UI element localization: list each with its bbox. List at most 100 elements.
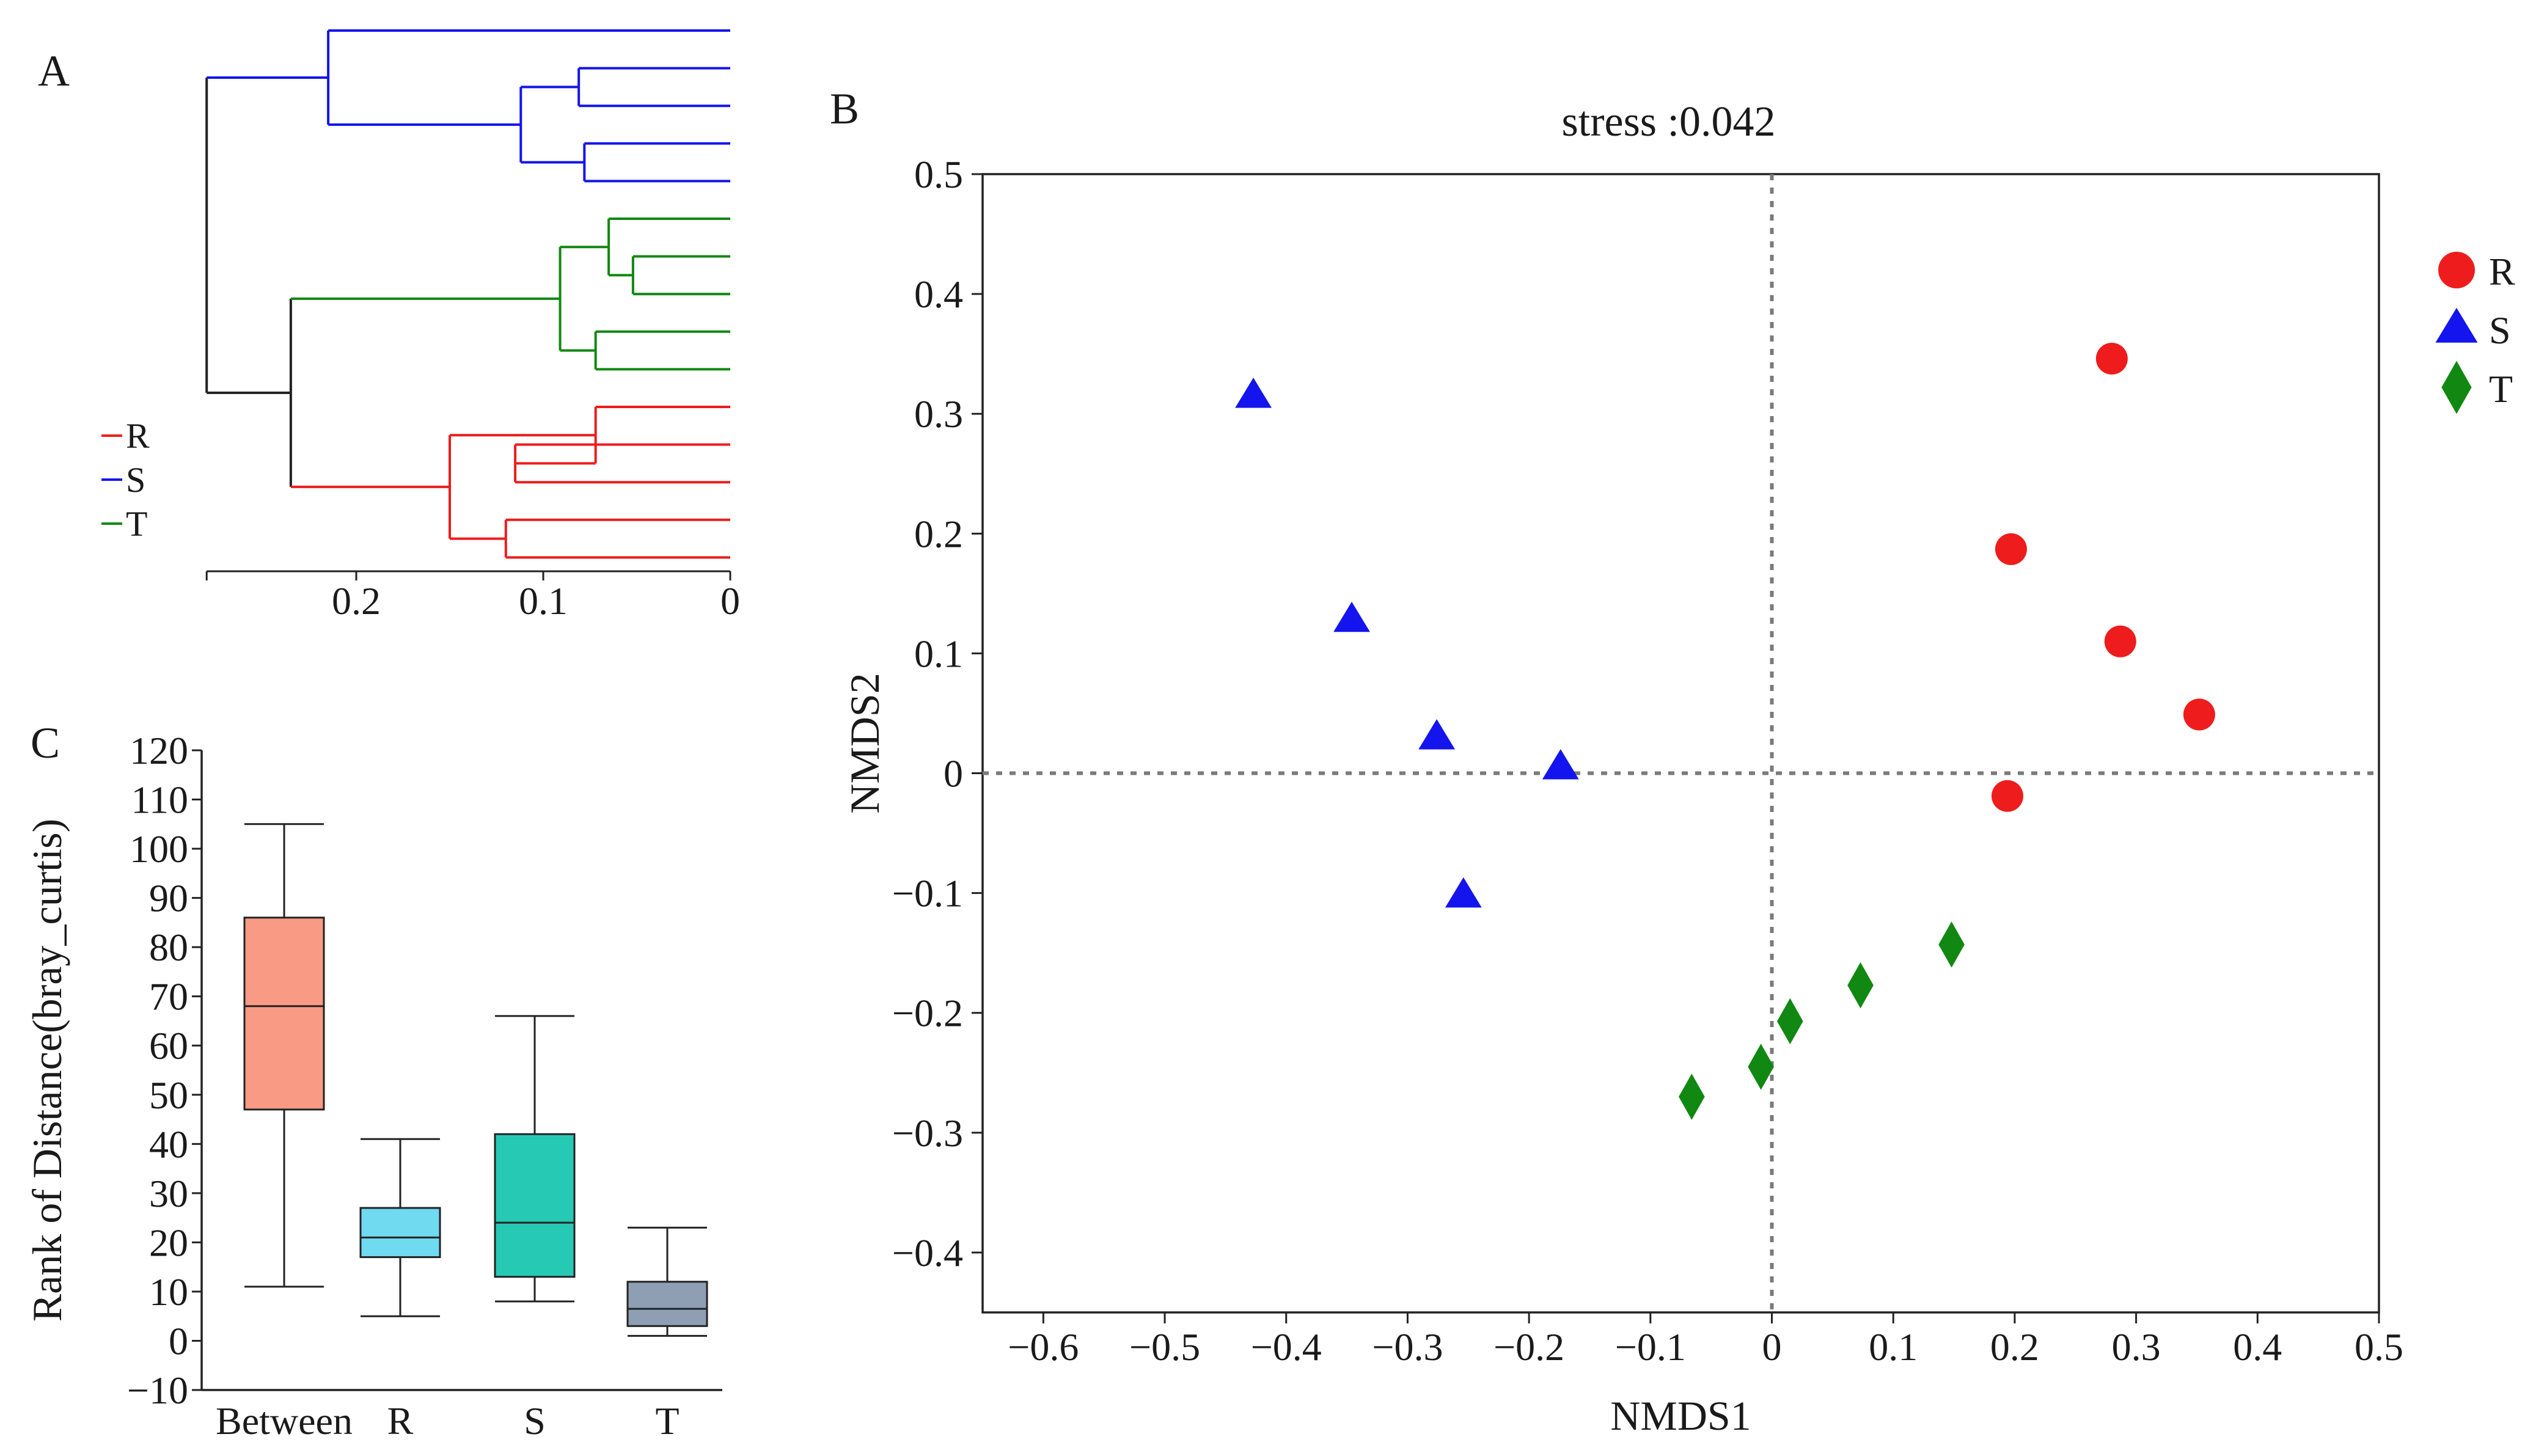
nmds-point-r (2104, 625, 2136, 657)
nmds-point-t (1679, 1074, 1705, 1120)
nmds-point-r (2095, 343, 2128, 375)
nmds-point-t (1938, 921, 1965, 968)
nmds-x-tick-label: −0.6 (1008, 1325, 1079, 1369)
nmds-point-s (1445, 877, 1482, 908)
nmds-x-tick-label: 0 (1762, 1325, 1782, 1369)
boxplot-y-tick-label: 90 (149, 877, 188, 920)
nmds-point-s (1542, 749, 1579, 780)
nmds-legend-marker-t (2441, 360, 2472, 414)
boxplot-iqr-box (243, 916, 325, 1111)
panel-label-b: B (830, 84, 859, 133)
nmds-x-tick-label: 0.4 (2233, 1325, 2282, 1369)
nmds-y-tick-label: 0.1 (914, 632, 963, 675)
dendrogram-cluster-r (449, 406, 731, 559)
nmds-x-tick-label: −0.2 (1493, 1325, 1564, 1369)
dendrogram-tick-label: 0.2 (332, 579, 381, 623)
nmds-point-r (2183, 698, 2215, 731)
nmds-point-r (1995, 533, 2027, 565)
nmds-series-t (1679, 921, 1965, 1120)
boxplot-y-tick-label: 120 (130, 729, 188, 772)
boxplot-y-tick-label: 70 (149, 975, 188, 1019)
nmds-y-tick-label: −0.3 (892, 1111, 963, 1155)
boxplot-iqr-box (359, 1207, 441, 1259)
boxplot-y-axis-title: Rank of Distance(bray_curtis) (24, 819, 70, 1322)
nmds-legend-marker-r (2438, 252, 2475, 288)
dendrogram-tick-label: 0 (720, 579, 740, 623)
nmds-x-axis-title: NMDS1 (1610, 1392, 1751, 1439)
nmds-series-s (1235, 378, 1579, 908)
nmds-x-tick-label: −0.3 (1372, 1325, 1443, 1369)
static-layer (192, 173, 2380, 1391)
dendrogram-cluster-s (327, 29, 731, 183)
nmds-y-tick-label: 0.5 (914, 153, 963, 196)
boxplot-box-s (494, 1015, 576, 1303)
dendrogram-legend-label-s: S (126, 460, 145, 500)
boxplot-iqr-box (626, 1281, 708, 1327)
nmds-x-tick-label: 0.3 (2112, 1325, 2161, 1369)
nmds-legend-label-r: R (2489, 250, 2515, 293)
boxplot-x-tick-label: T (655, 1399, 679, 1443)
boxplot-x-tick-label: Between (216, 1399, 353, 1443)
boxplot-y-tick-label: −10 (127, 1369, 188, 1412)
nmds-y-tick-label: 0.4 (914, 273, 963, 316)
boxplot-y-tick-label: 60 (149, 1024, 188, 1067)
boxplot-iqr-box (494, 1133, 576, 1278)
dendrogram-legend-label-t: T (126, 504, 147, 544)
nmds-x-tick-label: 0.2 (1990, 1325, 2039, 1369)
nmds-point-t (1748, 1044, 1774, 1090)
boxplot-y-tick-label: 80 (149, 926, 188, 969)
nmds-y-tick-label: 0 (944, 752, 963, 796)
dendrogram-cluster-t (559, 218, 731, 371)
nmds-plot-frame (972, 173, 2380, 1323)
nmds-point-t (1777, 998, 1803, 1045)
nmds-y-tick-label: −0.2 (892, 992, 963, 1035)
nmds-stress-title: stress :0.042 (1562, 98, 1776, 145)
nmds-legend-marker-s (2435, 307, 2478, 343)
nmds-point-r (1991, 780, 2023, 812)
dendrogram-tick-label: 0.1 (519, 579, 568, 623)
boxplot-y-tick-label: 10 (149, 1270, 188, 1314)
boxplot-y-tick-label: 20 (149, 1221, 188, 1264)
boxplot-y-tick-label: 110 (131, 778, 188, 822)
boxplot-y-tick-label: 50 (149, 1074, 188, 1117)
nmds-x-tick-label: −0.1 (1615, 1325, 1686, 1369)
nmds-x-tick-label: −0.5 (1129, 1325, 1200, 1369)
boxplot-y-tick-label: 0 (169, 1319, 188, 1363)
boxplot-box-between (243, 823, 325, 1288)
nmds-x-tick-label: 0.5 (2355, 1325, 2403, 1369)
nmds-y-axis-title: NMDS2 (841, 673, 888, 814)
boxplot-box-t (626, 1226, 708, 1337)
nmds-legend (2435, 252, 2478, 414)
boxplot-x-tick-label: S (524, 1399, 546, 1443)
nmds-y-tick-label: −0.1 (892, 872, 963, 915)
nmds-legend-label-t: T (2489, 367, 2513, 411)
nmds-point-t (1847, 962, 1874, 1009)
nmds-point-s (1235, 378, 1272, 408)
boxplot-y-tick-label: 40 (149, 1122, 188, 1166)
nmds-y-tick-label: −0.4 (892, 1231, 963, 1275)
dendrogram-root (205, 76, 560, 488)
boxplot-y-tick-label: 100 (130, 827, 188, 871)
boxplot-box-r (359, 1138, 441, 1317)
panel-label-c: C (31, 719, 60, 767)
nmds-x-tick-label: −0.4 (1251, 1325, 1322, 1369)
nmds-y-tick-label: 0.2 (914, 512, 963, 555)
nmds-series-r (1991, 343, 2215, 812)
boxplot-y-tick-label: 30 (149, 1172, 188, 1215)
nmds-point-s (1333, 601, 1370, 632)
nmds-x-tick-label: 0.1 (1869, 1325, 1918, 1369)
nmds-legend-label-s: S (2489, 309, 2511, 352)
nmds-plot-border (981, 173, 2380, 1314)
marks-layer (101, 29, 2478, 1337)
nmds-y-tick-label: 0.3 (914, 392, 963, 436)
nmds-point-s (1418, 719, 1456, 750)
dendrogram-legend (101, 434, 122, 525)
dendrogram-legend-label-r: R (126, 416, 150, 456)
dendrogram-x-axis (205, 570, 731, 580)
boxplot-frame (192, 749, 722, 1391)
boxplot-x-tick-label: R (387, 1399, 414, 1443)
panel-label-a: A (38, 46, 70, 95)
dendrogram (205, 29, 731, 559)
